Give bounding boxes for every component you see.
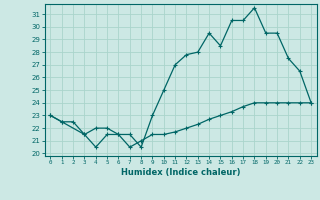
X-axis label: Humidex (Indice chaleur): Humidex (Indice chaleur) xyxy=(121,168,241,177)
